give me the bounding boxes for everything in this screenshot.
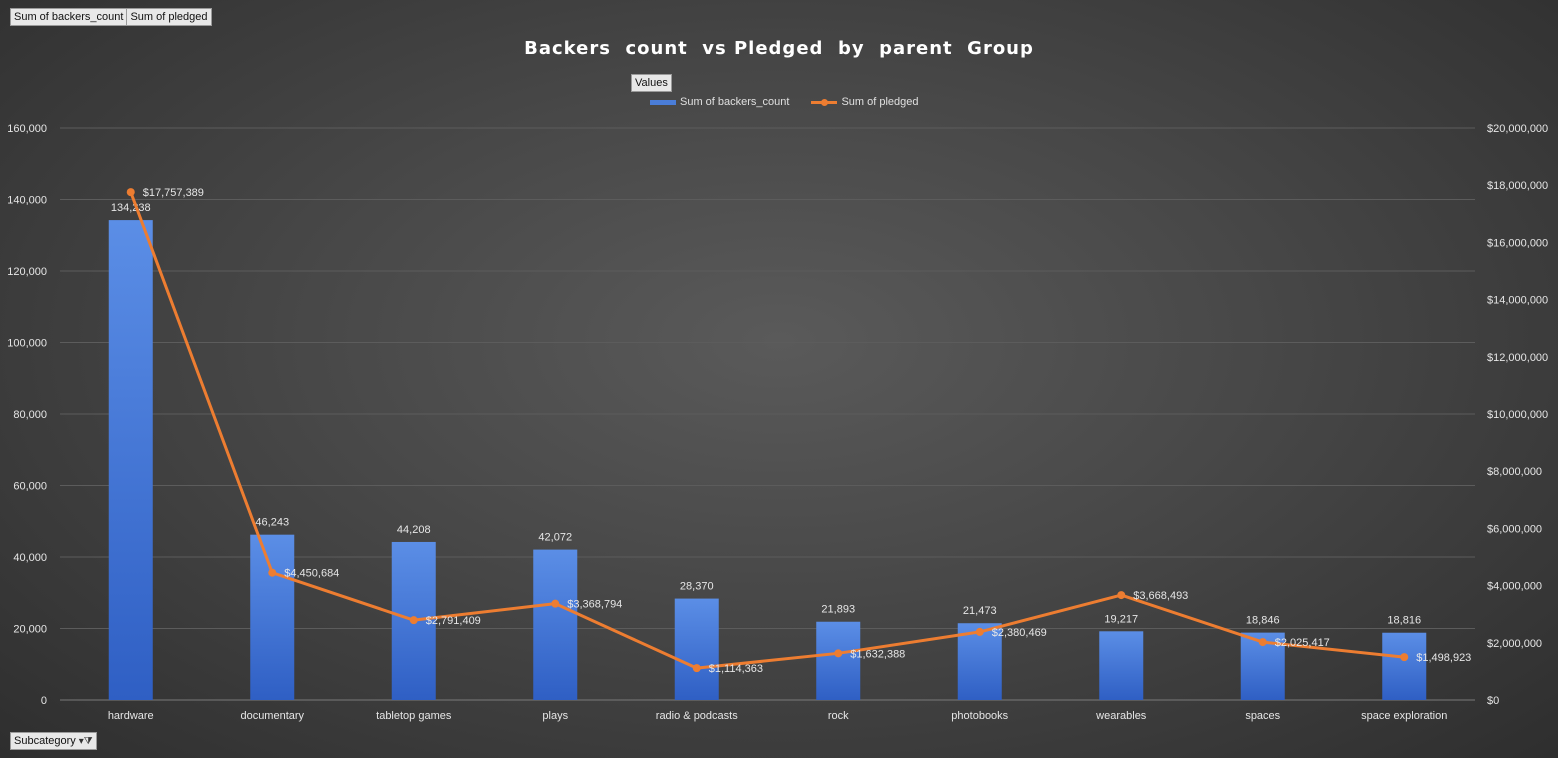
- subcategory-filter-button[interactable]: Subcategory ▾⧩: [10, 732, 97, 750]
- pivot-field-buttons: Sum of backers_count Sum of pledged: [10, 8, 212, 26]
- x-tick-label: tabletop games: [376, 710, 452, 722]
- line-data-label: $1,632,388: [850, 648, 905, 660]
- line-data-label: $4,450,684: [284, 568, 339, 580]
- bar-data-label: 18,816: [1387, 615, 1421, 627]
- chart-title: Backers count vs Pledged by parent Group: [524, 38, 1034, 59]
- line-data-label: $17,757,389: [143, 187, 204, 199]
- x-tick-label: plays: [542, 710, 568, 722]
- line-data-label: $3,668,493: [1133, 590, 1188, 602]
- y-left-tick-label: 40,000: [13, 552, 47, 564]
- bar-data-label: 44,208: [397, 524, 431, 536]
- x-tick-label: rock: [828, 710, 849, 722]
- field-button-backers[interactable]: Sum of backers_count: [10, 8, 128, 26]
- line-point: [268, 568, 277, 577]
- line-point: [692, 664, 701, 673]
- bar: [674, 598, 719, 700]
- line-data-label: $1,498,923: [1416, 652, 1471, 664]
- y-right-tick-label: $4,000,000: [1487, 581, 1542, 593]
- x-tick-label: photobooks: [951, 710, 1008, 722]
- line-data-label: $3,368,794: [567, 599, 622, 611]
- x-tick-label: wearables: [1095, 710, 1147, 722]
- line-point: [1400, 653, 1409, 662]
- y-left-tick-label: 0: [41, 695, 47, 707]
- filter-dropdown-icon: ▾⧩: [78, 735, 93, 747]
- line-point: [975, 627, 984, 636]
- bar: [1099, 631, 1144, 700]
- bar-data-label: 42,072: [538, 532, 572, 544]
- y-left-tick-label: 20,000: [13, 624, 47, 636]
- y-right-tick-label: $14,000,000: [1487, 295, 1548, 307]
- y-left-tick-label: 140,000: [7, 195, 47, 207]
- y-right-tick-label: $10,000,000: [1487, 409, 1548, 421]
- line-data-label: $1,114,363: [709, 663, 763, 675]
- y-left-tick-label: 100,000: [7, 338, 47, 350]
- y-right-tick-label: $18,000,000: [1487, 180, 1548, 192]
- line-data-label: $2,791,409: [426, 615, 481, 627]
- bar-data-label: 21,893: [821, 604, 855, 616]
- legend-item-backers[interactable]: Sum of backers_count: [650, 96, 789, 108]
- bar: [816, 621, 861, 700]
- bar-data-label: 21,473: [963, 605, 997, 617]
- subcategory-filter-label: Subcategory: [14, 735, 76, 747]
- bar-data-label: 18,846: [1246, 615, 1280, 627]
- y-left-tick-label: 120,000: [7, 266, 47, 278]
- field-button-pledged[interactable]: Sum of pledged: [127, 8, 212, 26]
- bar-data-label: 134,238: [111, 202, 151, 214]
- y-right-tick-label: $2,000,000: [1487, 638, 1542, 650]
- bar: [533, 549, 578, 700]
- bar-data-label: 46,243: [255, 517, 289, 529]
- y-right-tick-label: $6,000,000: [1487, 523, 1542, 535]
- line-point: [1117, 591, 1126, 600]
- x-tick-label: space exploration: [1361, 710, 1447, 722]
- line-data-label: $2,025,417: [1275, 637, 1330, 649]
- line-point: [126, 188, 135, 197]
- legend-label-pledged: Sum of pledged: [841, 96, 919, 108]
- bar-data-label: 28,370: [680, 581, 714, 593]
- y-left-tick-label: 80,000: [13, 409, 47, 421]
- values-button[interactable]: Values: [631, 74, 672, 92]
- x-tick-label: documentary: [240, 710, 304, 722]
- legend-line-swatch: [811, 98, 838, 106]
- line-point: [1258, 638, 1267, 647]
- y-right-tick-label: $0: [1487, 695, 1499, 707]
- bar-data-label: 19,217: [1104, 613, 1138, 625]
- legend-item-pledged[interactable]: Sum of pledged: [811, 96, 919, 108]
- x-tick-label: radio & podcasts: [656, 710, 738, 722]
- bar: [250, 534, 295, 700]
- legend-label-backers: Sum of backers_count: [680, 96, 790, 108]
- line-point: [551, 599, 560, 608]
- y-right-tick-label: $16,000,000: [1487, 237, 1548, 249]
- y-left-tick-label: 60,000: [13, 481, 47, 493]
- bar: [1382, 632, 1427, 700]
- bar: [108, 220, 153, 700]
- line-data-label: $2,380,469: [992, 627, 1047, 639]
- x-tick-label: spaces: [1245, 710, 1280, 722]
- legend-bar-swatch: [650, 99, 676, 105]
- x-tick-label: hardware: [108, 710, 154, 722]
- pledged-line: [129, 191, 1405, 670]
- y-right-tick-label: $8,000,000: [1487, 466, 1542, 478]
- y-left-tick-label: 160,000: [7, 123, 47, 135]
- y-right-tick-label: $12,000,000: [1487, 352, 1548, 364]
- legend: Sum of backers_count Sum of pledged: [650, 96, 941, 108]
- y-right-tick-label: $20,000,000: [1487, 123, 1548, 135]
- line-point: [834, 649, 843, 658]
- line-point: [409, 616, 418, 625]
- bar: [957, 623, 1002, 700]
